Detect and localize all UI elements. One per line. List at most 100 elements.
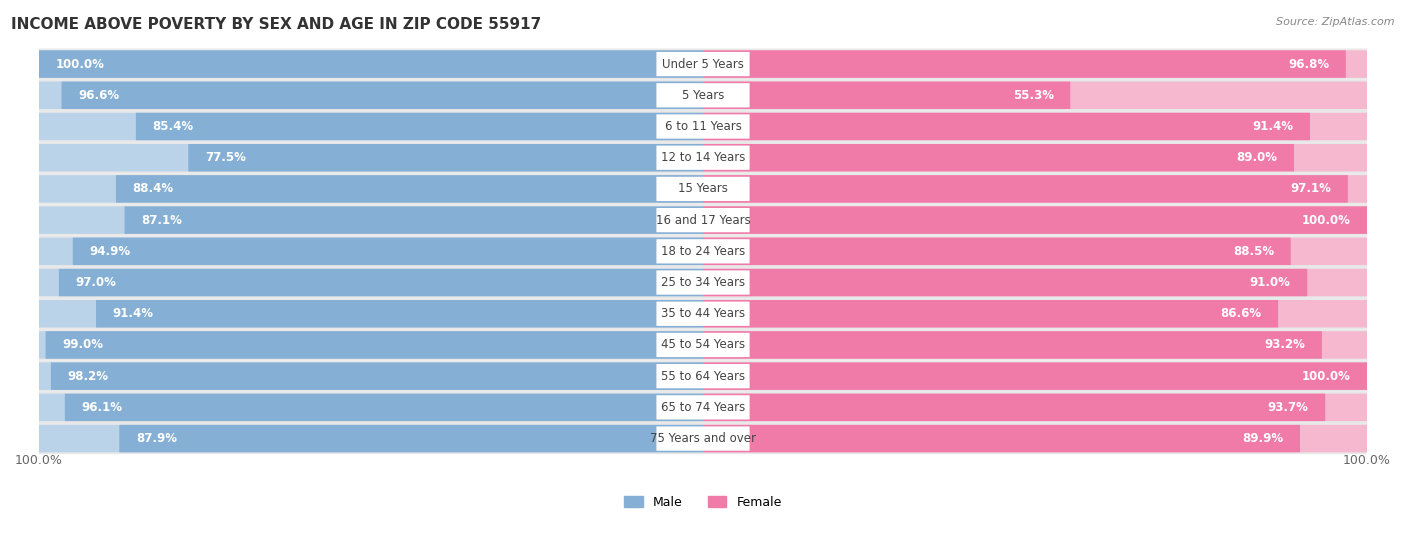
FancyBboxPatch shape [657, 208, 749, 232]
FancyBboxPatch shape [657, 333, 749, 357]
FancyBboxPatch shape [39, 111, 1367, 142]
Text: 100.0%: 100.0% [15, 454, 63, 467]
FancyBboxPatch shape [39, 300, 703, 328]
FancyBboxPatch shape [39, 50, 703, 78]
FancyBboxPatch shape [657, 302, 749, 326]
Text: 25 to 34 Years: 25 to 34 Years [661, 276, 745, 289]
Text: 100.0%: 100.0% [1302, 214, 1350, 227]
Text: 12 to 14 Years: 12 to 14 Years [661, 151, 745, 164]
FancyBboxPatch shape [73, 238, 703, 265]
FancyBboxPatch shape [657, 177, 749, 201]
Text: 16 and 17 Years: 16 and 17 Years [655, 214, 751, 227]
Text: 91.4%: 91.4% [1253, 120, 1294, 133]
FancyBboxPatch shape [703, 269, 1308, 296]
FancyBboxPatch shape [657, 114, 749, 138]
Text: 18 to 24 Years: 18 to 24 Years [661, 245, 745, 258]
FancyBboxPatch shape [657, 395, 749, 420]
Legend: Male, Female: Male, Female [619, 491, 787, 514]
FancyBboxPatch shape [39, 206, 703, 234]
FancyBboxPatch shape [39, 235, 1367, 267]
Text: 89.9%: 89.9% [1243, 432, 1284, 445]
FancyBboxPatch shape [657, 52, 749, 76]
FancyBboxPatch shape [703, 144, 1294, 171]
FancyBboxPatch shape [703, 50, 1367, 78]
FancyBboxPatch shape [39, 331, 703, 359]
FancyBboxPatch shape [703, 331, 1322, 359]
FancyBboxPatch shape [39, 142, 1367, 174]
Text: 77.5%: 77.5% [205, 151, 246, 164]
Text: 87.1%: 87.1% [141, 214, 183, 227]
Text: 99.0%: 99.0% [62, 339, 103, 352]
Text: 5 Years: 5 Years [682, 89, 724, 102]
FancyBboxPatch shape [39, 81, 703, 109]
FancyBboxPatch shape [39, 360, 1367, 392]
Text: 100.0%: 100.0% [56, 57, 104, 70]
FancyBboxPatch shape [703, 206, 1367, 234]
FancyBboxPatch shape [39, 392, 1367, 423]
FancyBboxPatch shape [657, 364, 749, 388]
Text: 94.9%: 94.9% [90, 245, 131, 258]
Text: 6 to 11 Years: 6 to 11 Years [665, 120, 741, 133]
Text: 96.6%: 96.6% [79, 89, 120, 102]
Text: 93.2%: 93.2% [1264, 339, 1305, 352]
FancyBboxPatch shape [39, 269, 703, 296]
FancyBboxPatch shape [703, 300, 1278, 328]
FancyBboxPatch shape [703, 331, 1367, 359]
FancyBboxPatch shape [39, 238, 703, 265]
FancyBboxPatch shape [39, 144, 703, 171]
FancyBboxPatch shape [703, 425, 1301, 453]
FancyBboxPatch shape [703, 113, 1367, 140]
Text: 100.0%: 100.0% [1343, 454, 1391, 467]
FancyBboxPatch shape [59, 269, 703, 296]
Text: 86.6%: 86.6% [1220, 307, 1261, 320]
FancyBboxPatch shape [703, 206, 1367, 234]
FancyBboxPatch shape [39, 174, 1367, 205]
Text: 96.1%: 96.1% [82, 401, 122, 414]
FancyBboxPatch shape [39, 363, 703, 390]
Text: Under 5 Years: Under 5 Years [662, 57, 744, 70]
Text: 88.5%: 88.5% [1233, 245, 1274, 258]
Text: 98.2%: 98.2% [67, 369, 108, 383]
Text: 15 Years: 15 Years [678, 182, 728, 195]
FancyBboxPatch shape [188, 144, 703, 171]
Text: 89.0%: 89.0% [1236, 151, 1278, 164]
FancyBboxPatch shape [39, 298, 1367, 329]
FancyBboxPatch shape [65, 393, 703, 421]
Text: 100.0%: 100.0% [1302, 369, 1350, 383]
FancyBboxPatch shape [703, 393, 1367, 421]
FancyBboxPatch shape [703, 175, 1348, 203]
FancyBboxPatch shape [703, 81, 1070, 109]
FancyBboxPatch shape [45, 331, 703, 359]
Text: 91.4%: 91.4% [112, 307, 153, 320]
FancyBboxPatch shape [39, 175, 703, 203]
Text: 65 to 74 Years: 65 to 74 Years [661, 401, 745, 414]
FancyBboxPatch shape [703, 113, 1310, 140]
FancyBboxPatch shape [703, 393, 1326, 421]
Text: Source: ZipAtlas.com: Source: ZipAtlas.com [1277, 17, 1395, 27]
FancyBboxPatch shape [703, 363, 1367, 390]
FancyBboxPatch shape [39, 267, 1367, 298]
FancyBboxPatch shape [657, 83, 749, 108]
FancyBboxPatch shape [96, 300, 703, 328]
FancyBboxPatch shape [703, 144, 1367, 171]
FancyBboxPatch shape [39, 80, 1367, 111]
FancyBboxPatch shape [657, 146, 749, 170]
Text: 96.8%: 96.8% [1288, 57, 1329, 70]
FancyBboxPatch shape [703, 238, 1367, 265]
FancyBboxPatch shape [115, 175, 703, 203]
FancyBboxPatch shape [39, 329, 1367, 360]
FancyBboxPatch shape [39, 50, 703, 78]
Text: 55.3%: 55.3% [1012, 89, 1053, 102]
FancyBboxPatch shape [39, 205, 1367, 235]
Text: 35 to 44 Years: 35 to 44 Years [661, 307, 745, 320]
FancyBboxPatch shape [39, 425, 703, 453]
FancyBboxPatch shape [39, 423, 1367, 454]
FancyBboxPatch shape [39, 393, 703, 421]
Text: 97.0%: 97.0% [76, 276, 117, 289]
FancyBboxPatch shape [703, 425, 1367, 453]
FancyBboxPatch shape [703, 50, 1346, 78]
Text: 75 Years and over: 75 Years and over [650, 432, 756, 445]
FancyBboxPatch shape [136, 113, 703, 140]
Text: 97.1%: 97.1% [1291, 182, 1331, 195]
FancyBboxPatch shape [703, 175, 1367, 203]
